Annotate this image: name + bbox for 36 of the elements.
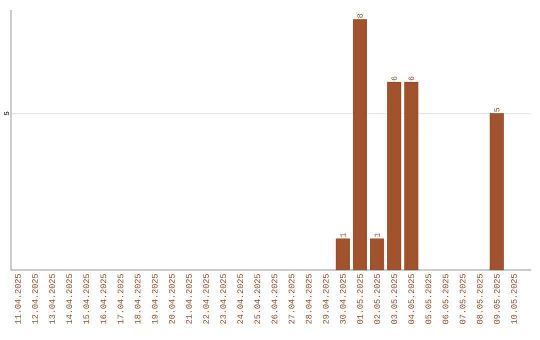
x-tick-label: 14.04.2025 — [66, 274, 72, 324]
bar — [336, 238, 350, 270]
x-tick-label: 12.04.2025 — [32, 274, 38, 324]
x-tick-label: 16.04.2025 — [100, 274, 106, 324]
x-tick-label: 18.04.2025 — [134, 274, 140, 324]
x-tick-label: 03.05.2025 — [391, 274, 398, 324]
x-tick-label: 06.05.2025 — [442, 274, 448, 324]
x-tick-label: 20.04.2025 — [168, 274, 175, 324]
x-tick-label: 19.04.2025 — [152, 274, 158, 324]
x-tick-label: 09.05.2025 — [494, 274, 500, 324]
x-tick-label: 08.05.2025 — [476, 274, 483, 324]
x-tick-label: 13.04.2025 — [49, 274, 55, 324]
x-tick-label: 15.04.2025 — [83, 274, 90, 324]
x-tick-label: 30.04.2025 — [340, 274, 346, 324]
x-tick-label: 29.04.2025 — [322, 274, 329, 324]
x-tick-label: 07.05.2025 — [460, 274, 466, 324]
bar — [352, 19, 367, 270]
bar — [404, 82, 418, 270]
x-tick-label: 24.04.2025 — [237, 274, 244, 324]
bar — [490, 113, 504, 270]
x-tick-label: 23.04.2025 — [220, 274, 226, 324]
x-tick-label: 11.04.2025 — [14, 274, 21, 324]
x-tick-label: 05.05.2025 — [425, 274, 432, 324]
bar — [387, 82, 402, 270]
x-tick-label: 22.04.2025 — [203, 274, 209, 324]
x-tick-label: 26.04.2025 — [272, 274, 278, 324]
x-tick-label: 28.04.2025 — [306, 274, 312, 324]
x-tick-label: 21.04.2025 — [186, 274, 192, 324]
x-tick-label: 02.05.2025 — [374, 274, 380, 324]
x-tick-label: 10.05.2025 — [511, 274, 517, 324]
x-tick-label: 25.04.2025 — [254, 274, 260, 324]
x-tick-label: 04.05.2025 — [408, 274, 414, 324]
x-tick-label: 27.04.2025 — [288, 274, 294, 324]
x-tick-label: 01.05.2025 — [357, 274, 363, 324]
x-tick-label: 17.04.2025 — [118, 274, 124, 324]
bar — [370, 238, 384, 270]
